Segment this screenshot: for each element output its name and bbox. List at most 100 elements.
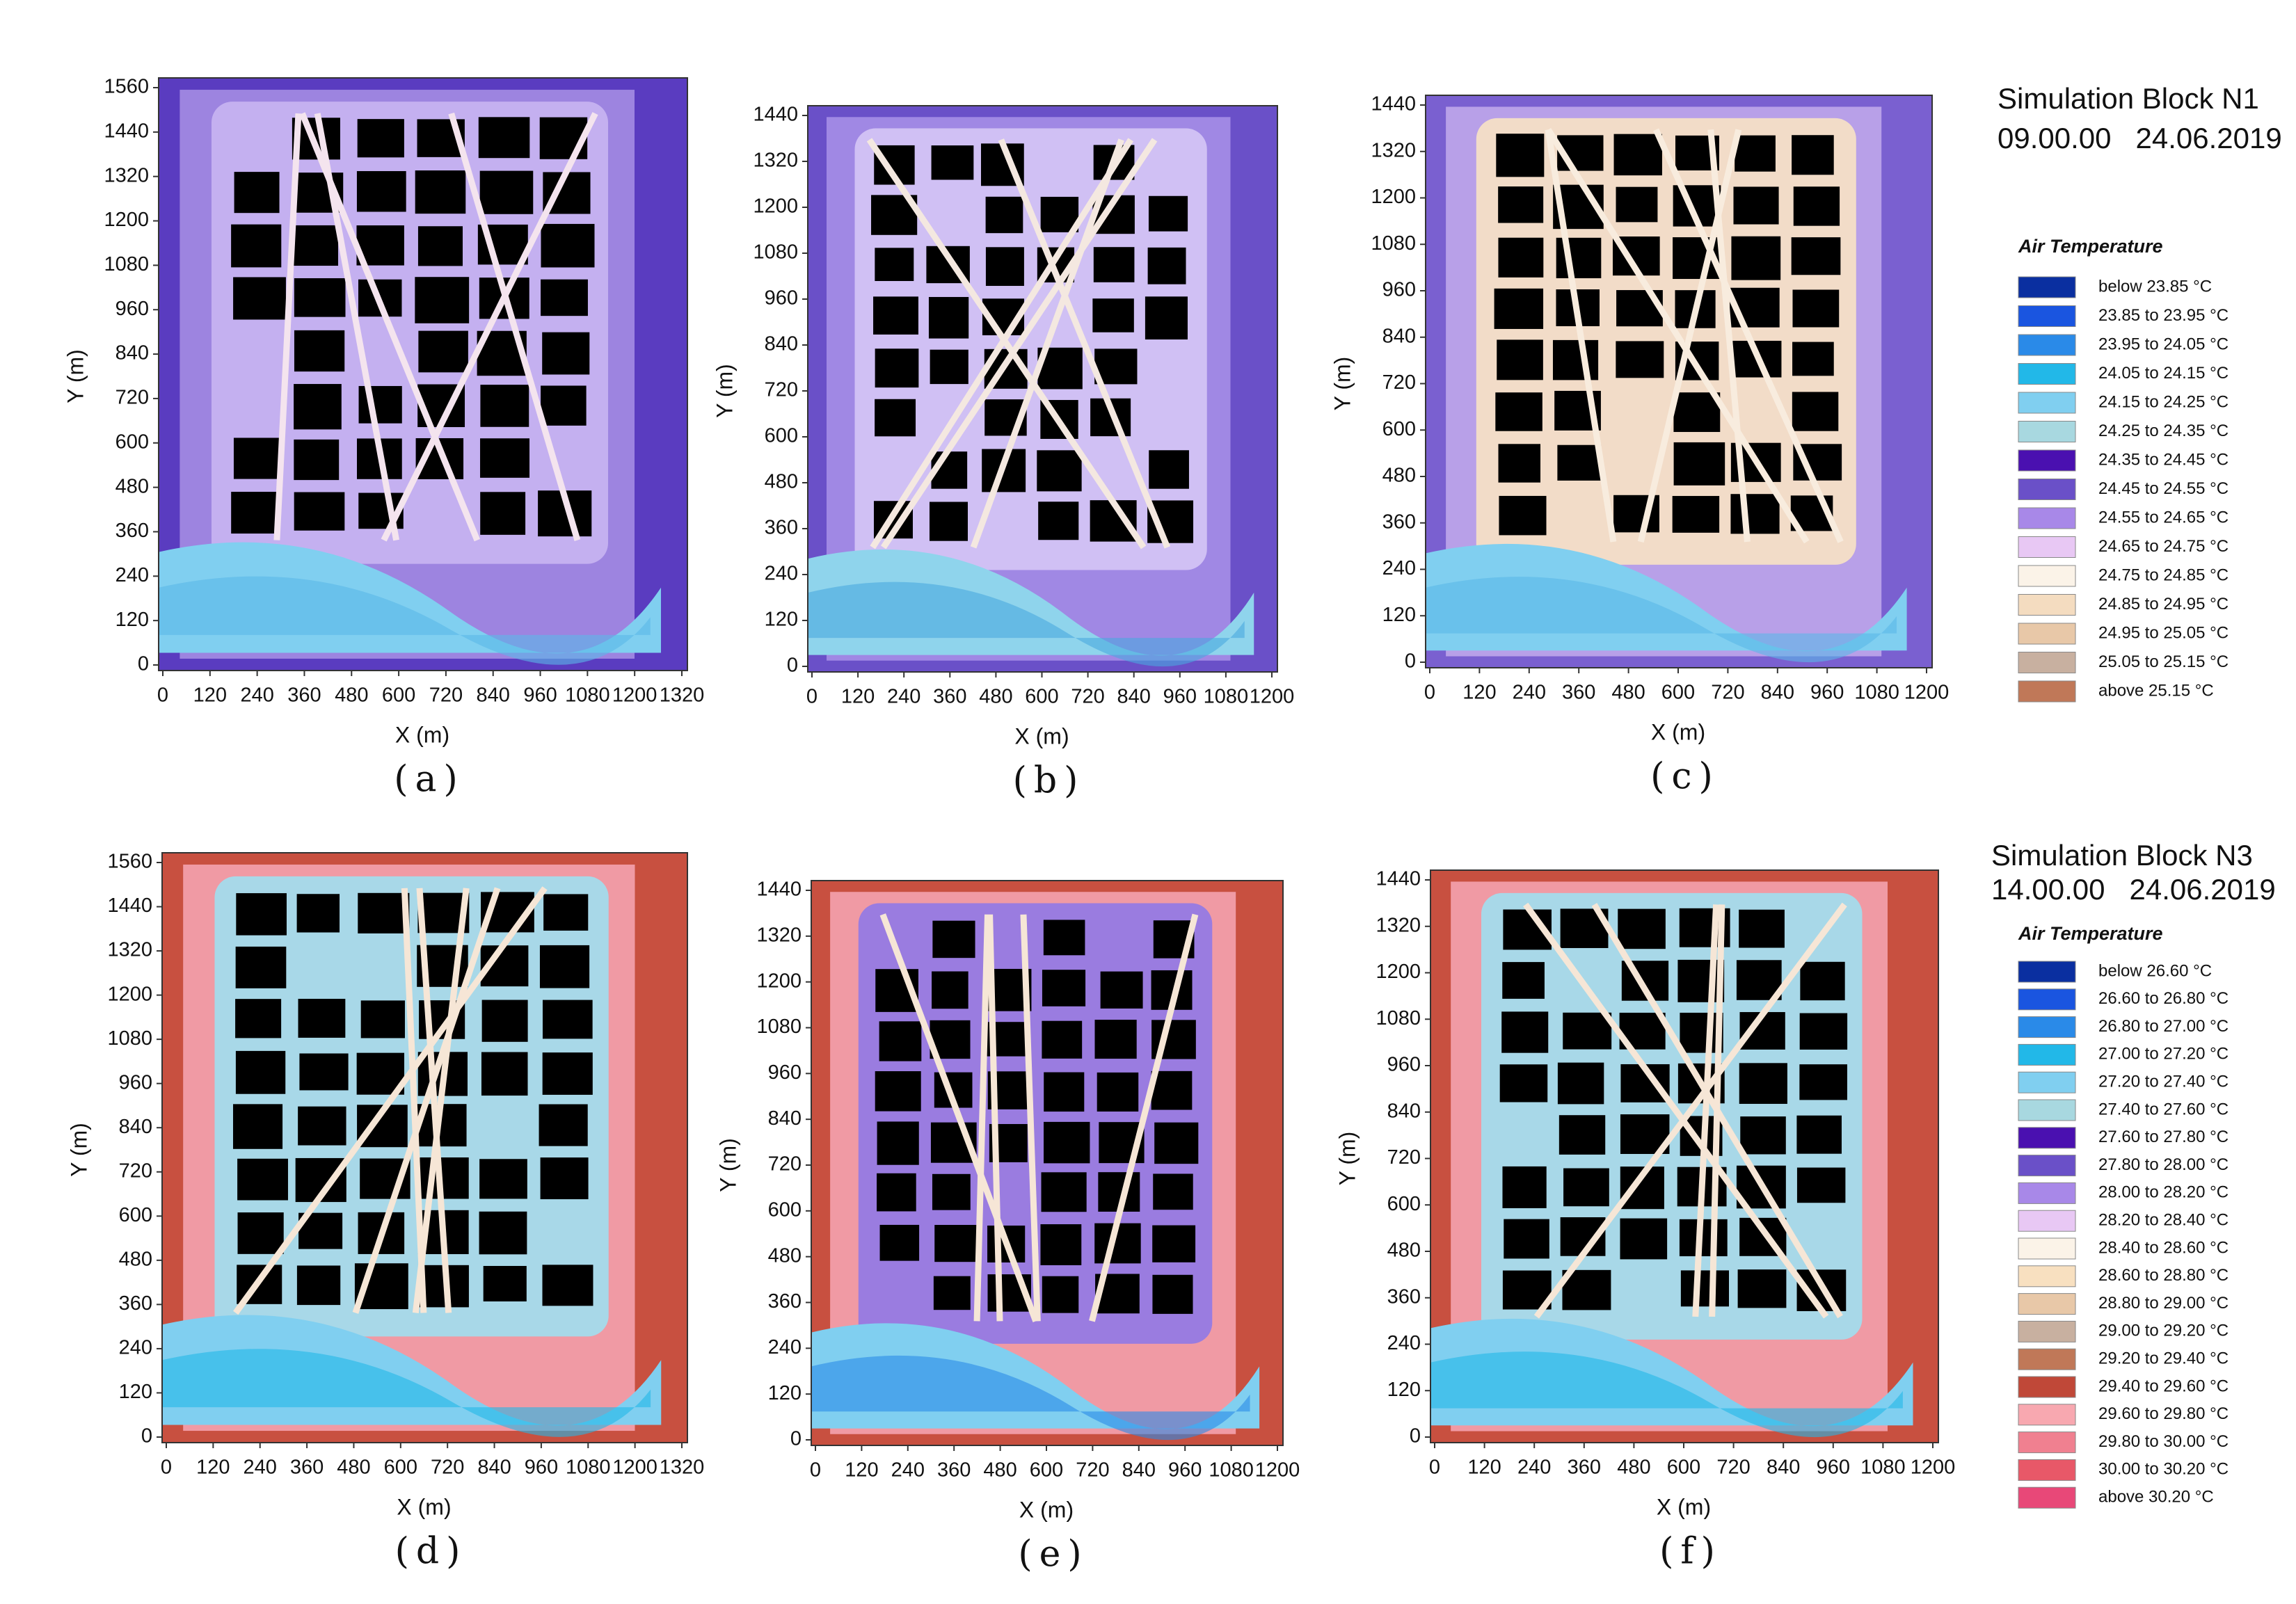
building [1731,236,1781,280]
y-tick-label: 840 [115,342,149,364]
x-tick-label: 600 [384,1457,417,1479]
building [1497,339,1543,380]
building [232,1104,283,1149]
building [1558,1115,1606,1155]
y-tick-label: 1080 [756,1016,802,1038]
building [237,1158,288,1201]
x-tick-label: 0 [806,686,818,708]
building [875,248,914,282]
y-tick-label: 1200 [756,970,802,992]
y-tick-label: 240 [765,563,798,585]
legend-swatch [2018,1431,2076,1454]
legend-label: 26.80 to 27.00 °C [2098,1017,2229,1036]
building [879,1224,920,1261]
y-tick-label: 1080 [1376,1007,1421,1029]
legend-swatch [2018,1127,2076,1149]
building [541,223,595,268]
street [1523,902,1829,1319]
building [873,296,918,335]
building [933,1276,971,1310]
building [930,349,968,385]
street [381,112,598,542]
legend-swatch [2018,1404,2076,1426]
legend-label: 29.20 to 29.40 °C [2098,1349,2229,1368]
building [1791,237,1841,275]
legend-swatch [2018,961,2076,983]
legend-label: 24.65 to 24.75 °C [2098,537,2229,556]
panel: 0 120 240 360 480 600 720 840 960 1080 12000120240… [715,879,1300,1575]
building [1502,1166,1547,1208]
building [298,998,346,1038]
x-tick-label: 0 [161,1457,172,1479]
street [1692,904,1720,1317]
building [1730,494,1780,534]
legend-label: 28.80 to 29.00 °C [2098,1294,2229,1313]
x-tick-label: 960 [1810,682,1844,704]
building [1148,195,1188,232]
building [360,1000,405,1038]
legend-swatch [2018,1320,2076,1342]
building [1100,971,1143,1009]
legend-label: 24.45 to 24.55 °C [2098,479,2229,498]
building [1147,247,1186,284]
building [294,439,340,481]
street [412,888,470,1313]
building [928,296,969,339]
y-tick-label: 1440 [756,879,802,901]
building [358,385,402,424]
legend-swatch [2018,421,2076,442]
legend-swatch [2018,479,2076,500]
legend-title: Simulation Block N3 [1991,839,2253,872]
legend-label: 28.60 to 28.80 °C [2098,1266,2229,1285]
y-tick-label: 1320 [1376,914,1421,936]
building [1145,296,1188,340]
y-tick-label: 480 [115,475,149,497]
building [1799,1013,1848,1050]
y-tick-label: 1560 [107,851,152,873]
building [1613,134,1662,176]
building [1736,960,1782,1000]
y-tick-label: 360 [768,1290,802,1313]
street [416,888,452,1313]
x-tick-label: 480 [1617,1457,1650,1479]
x-tick-label: 0 [810,1459,821,1482]
y-tick-label: 0 [138,653,149,675]
legend-label: below 23.85 °C [2098,277,2212,296]
y-tick-label: 360 [119,1292,152,1315]
legend-swatch [2018,1459,2076,1481]
legend-label: 30.00 to 30.20 °C [2098,1460,2229,1479]
legend-swatch [2018,363,2076,385]
y-tick-label: 1200 [1376,961,1421,983]
building [877,1121,919,1165]
x-tick-label: 0 [1429,1457,1440,1479]
building [1796,1167,1846,1203]
y-tick-label: 1320 [1371,139,1416,161]
building [294,278,346,317]
building [1552,339,1599,380]
panel: 0 120 240 360 480 600 720 840 960 1080 1200 1320012… [63,76,704,801]
y-axis-label: Y (m) [1334,1132,1360,1186]
y-tick-label: 960 [119,1071,152,1093]
y-axis-label: Y (m) [712,364,737,418]
y-tick-label: 600 [119,1204,152,1226]
legend-heading: Air Temperature [2018,923,2163,944]
street [1089,913,1199,1322]
x-tick-label: 240 [1513,682,1546,704]
y-tick-label: 600 [1387,1193,1421,1215]
building [1495,392,1542,431]
legend-swatch [2018,1486,2076,1509]
street [314,113,400,541]
y-tick-label: 1440 [1371,93,1416,115]
map [1430,870,1938,1443]
building [1557,444,1602,481]
legend-time: 09.00.00 24.06.2019 [1998,122,2282,154]
y-tick-label: 840 [768,1107,802,1130]
building [932,1173,971,1210]
building [1092,298,1134,332]
building [481,1052,528,1096]
x-tick-label: 1080 [1204,686,1249,708]
building [357,119,404,158]
panel-label: (d) [395,1531,468,1573]
x-axis-label: X (m) [395,722,449,747]
